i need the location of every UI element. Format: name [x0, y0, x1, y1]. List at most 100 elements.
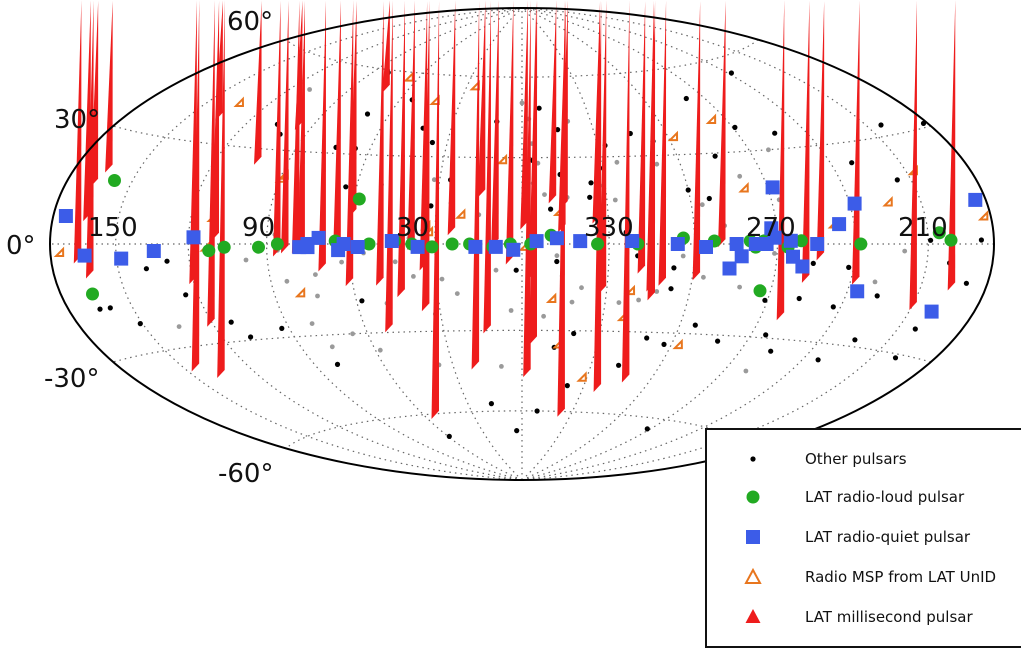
marker-other-pulsars	[587, 194, 593, 200]
marker-other-pulsars-faint	[499, 364, 504, 369]
marker-other-pulsars	[555, 127, 561, 133]
marker-other-pulsars-faint	[329, 344, 335, 350]
marker-other-pulsars-faint	[902, 248, 908, 254]
marker-radio-msp-from-lat-unid	[403, 71, 414, 82]
legend-symbol-square	[746, 530, 760, 544]
marker-lat-millisecond-pulsar	[477, 0, 486, 198]
marker-other-pulsars-faint	[616, 300, 622, 305]
marker-lat-millisecond-pulsar	[431, 0, 440, 419]
marker-other-pulsars	[644, 335, 650, 341]
marker-other-pulsars	[894, 177, 900, 183]
marker-other-pulsars-faint	[554, 253, 560, 259]
marker-other-pulsars	[892, 355, 899, 361]
marker-lat-radio-loud-pulsar	[425, 240, 439, 254]
marker-other-pulsars-faint	[431, 177, 437, 183]
marker-lat-millisecond-pulsar	[647, 0, 656, 301]
marker-other-pulsars	[715, 338, 721, 344]
marker-lat-millisecond-pulsar	[407, 0, 415, 250]
marker-other-pulsars	[97, 306, 103, 312]
lon-tick-label-150: 150	[88, 213, 138, 243]
marker-lat-radio-quiet-pulsar	[146, 244, 161, 258]
marker-other-pulsars-faint	[612, 197, 618, 203]
marker-other-pulsars	[874, 293, 880, 299]
marker-other-pulsars-faint	[454, 291, 460, 296]
marker-other-pulsars-faint	[772, 251, 777, 256]
marker-other-pulsars	[978, 237, 985, 243]
marker-other-pulsars-faint	[176, 324, 182, 329]
marker-other-pulsars-faint	[541, 313, 546, 319]
legend-symbol-triangle-filled	[745, 609, 761, 623]
legend-marker-dot	[750, 456, 756, 462]
marker-other-pulsars-faint	[680, 253, 686, 259]
legend-marker-square	[746, 530, 760, 544]
marker-lat-millisecond-pulsar	[801, 0, 810, 283]
marker-other-pulsars-faint	[766, 147, 771, 153]
marker-lat-millisecond-pulsar	[217, 0, 225, 379]
marker-lat-radio-quiet-pulsar	[810, 237, 825, 251]
legend-label-other: Other pulsars	[805, 450, 907, 468]
marker-other-pulsars	[692, 322, 698, 328]
marker-other-pulsars	[644, 426, 650, 432]
legend: Other pulsars LAT radio-loud pulsar LAT …	[705, 428, 1021, 648]
marker-lat-radio-loud-pulsar	[753, 284, 767, 298]
marker-other-pulsars	[912, 326, 918, 332]
legend-symbol-dot	[750, 456, 756, 462]
legend-item-millisecond: LAT millisecond pulsar	[707, 602, 1021, 632]
marker-lat-radio-quiet-pulsar	[292, 240, 307, 255]
marker-lat-radio-loud-pulsar	[794, 234, 808, 248]
marker-radio-msp-from-lat-unid	[705, 113, 717, 124]
marker-other-pulsars	[763, 332, 769, 338]
marker-lat-millisecond-pulsar	[397, 0, 405, 298]
marker-lat-millisecond-pulsar	[73, 0, 82, 264]
legend-label-radio-quiet: LAT radio-quiet pulsar	[805, 528, 971, 546]
marker-other-pulsars	[683, 95, 689, 102]
marker-other-pulsars	[334, 361, 341, 367]
marker-radio-msp-from-lat-unid	[882, 195, 893, 207]
marker-lat-radio-loud-pulsar	[217, 240, 231, 254]
marker-lat-millisecond-pulsar	[529, 0, 538, 345]
marker-lat-millisecond-pulsar	[90, 0, 99, 187]
legend-label-radio-loud: LAT radio-loud pulsar	[805, 488, 965, 506]
marker-other-pulsars	[588, 180, 594, 186]
marker-other-pulsars	[513, 267, 519, 273]
lon-tick-label-90: 90	[242, 213, 275, 243]
marker-other-pulsars	[343, 184, 349, 190]
marker-lat-millisecond-pulsar	[215, 0, 223, 121]
tick-labels: 60° 30° 0° -30° -60° 150 90 30 330 270 2…	[6, 7, 948, 489]
marker-lat-millisecond-pulsar	[254, 0, 262, 165]
marker-lat-millisecond-pulsar	[345, 0, 354, 287]
projection-outline	[49, 7, 995, 481]
marker-other-pulsars-faint	[508, 308, 514, 313]
marker-other-pulsars	[228, 319, 234, 325]
marker-lat-millisecond-pulsar	[191, 0, 200, 372]
marker-lat-millisecond-pulsar	[523, 0, 531, 378]
marker-other-pulsars	[815, 357, 821, 363]
marker-other-pulsars	[846, 264, 852, 270]
meridian-line	[348, 7, 523, 481]
marker-lat-millisecond-pulsar	[349, 0, 357, 218]
marker-other-pulsars	[564, 383, 570, 389]
marker-other-pulsars	[364, 111, 371, 117]
marker-lat-radio-quiet-pulsar	[488, 239, 503, 254]
marker-lat-radio-quiet-pulsar	[783, 233, 798, 248]
marker-lat-millisecond-pulsar	[491, 0, 499, 247]
marker-radio-msp-from-lat-unid	[294, 286, 306, 298]
marker-radio-msp-from-lat-unid	[545, 292, 557, 304]
marker-lat-radio-quiet-pulsar	[350, 240, 365, 254]
marker-other-pulsars-faint	[569, 299, 575, 305]
marker-lat-millisecond-pulsar	[447, 0, 456, 236]
marker-other-pulsars	[164, 258, 170, 264]
marker-lat-millisecond-pulsar	[548, 0, 557, 204]
marker-lat-millisecond-pulsar	[385, 0, 393, 333]
marker-other-pulsars	[728, 70, 735, 76]
marker-other-pulsars-faint	[313, 272, 318, 277]
marker-lat-radio-loud-pulsar	[202, 244, 216, 258]
marker-lat-radio-loud-pulsar	[252, 240, 265, 254]
marker-other-pulsars-faint	[350, 331, 355, 337]
marker-other-pulsars	[616, 362, 622, 368]
marker-other-pulsars	[554, 258, 560, 265]
marker-lat-millisecond-pulsar	[692, 0, 701, 281]
lon-tick-label-30: 30	[396, 213, 429, 243]
lat-tick-label-m60: -60°	[218, 459, 273, 489]
